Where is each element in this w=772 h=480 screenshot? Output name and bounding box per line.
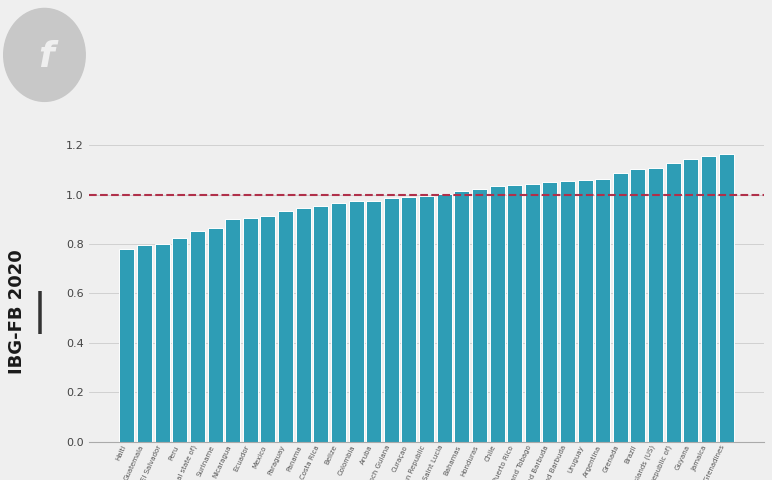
Bar: [543, 182, 557, 442]
Bar: [525, 184, 540, 442]
Bar: [437, 193, 452, 442]
Bar: [190, 230, 205, 442]
Text: f: f: [39, 40, 54, 74]
Bar: [665, 163, 681, 442]
Bar: [719, 154, 733, 442]
Bar: [331, 204, 346, 442]
Bar: [348, 201, 364, 442]
Bar: [683, 159, 699, 442]
Bar: [313, 206, 328, 442]
Circle shape: [4, 9, 85, 101]
Bar: [631, 169, 645, 442]
Bar: [120, 249, 134, 442]
Bar: [172, 238, 188, 442]
Bar: [137, 245, 152, 442]
Bar: [613, 172, 628, 442]
Bar: [701, 156, 716, 442]
Bar: [296, 208, 310, 442]
Text: |: |: [33, 290, 47, 334]
Bar: [577, 180, 593, 442]
Bar: [507, 185, 522, 442]
Bar: [489, 186, 505, 442]
Bar: [225, 219, 240, 442]
Bar: [208, 228, 222, 442]
Bar: [419, 196, 434, 442]
Bar: [454, 191, 469, 442]
Bar: [384, 198, 399, 442]
Bar: [366, 201, 381, 442]
Bar: [260, 216, 276, 442]
Bar: [472, 189, 487, 442]
Text: IBG-FB 2020: IBG-FB 2020: [8, 250, 26, 374]
Bar: [560, 181, 575, 442]
Bar: [401, 197, 416, 442]
Bar: [243, 218, 258, 442]
Bar: [648, 168, 663, 442]
Bar: [278, 211, 293, 442]
Bar: [154, 244, 170, 442]
Bar: [595, 179, 610, 442]
